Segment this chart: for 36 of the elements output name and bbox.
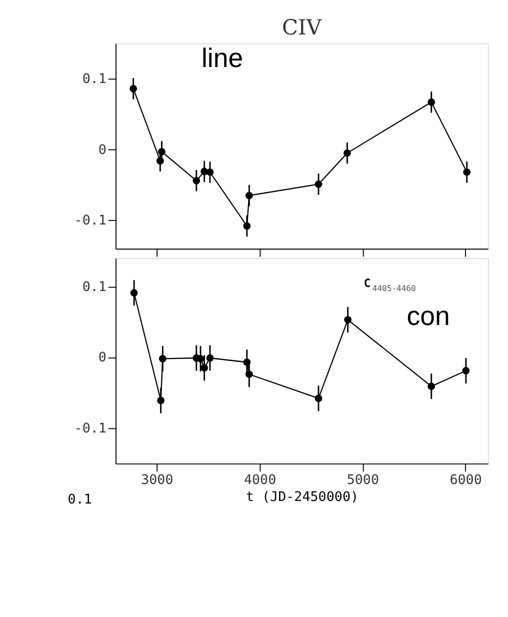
point	[206, 168, 214, 176]
point	[245, 192, 253, 200]
chart-title: CIV	[282, 16, 322, 40]
point	[428, 98, 436, 106]
point	[158, 148, 166, 156]
point	[428, 382, 436, 390]
point	[156, 157, 164, 165]
point	[192, 176, 200, 184]
point	[462, 367, 470, 374]
point	[463, 168, 471, 176]
point	[243, 222, 251, 230]
point	[314, 180, 322, 188]
point	[206, 354, 214, 362]
annotation: con	[406, 301, 450, 332]
point	[243, 358, 251, 366]
point	[130, 84, 138, 92]
x-tick-label: 6000	[450, 473, 482, 488]
y-tick-label: 0.1	[82, 280, 106, 295]
annotation: line	[201, 43, 244, 74]
point	[245, 370, 253, 378]
x-tick-label: 4000	[244, 473, 276, 488]
point	[200, 364, 208, 372]
point	[157, 396, 165, 404]
point	[130, 289, 138, 297]
y-tick-label: -0.1	[74, 214, 106, 229]
x-axis-title: t (JD-2450000)	[246, 490, 359, 506]
y-tick-label: 0	[98, 142, 106, 158]
point	[314, 394, 322, 402]
x-tick-label: 3000	[141, 473, 174, 488]
point	[344, 149, 351, 157]
x-tick-label: 5000	[346, 473, 380, 488]
y-tick-label: 0.1	[82, 72, 106, 88]
point	[158, 355, 166, 362]
point	[344, 316, 352, 324]
y-tick-label: 0	[98, 350, 106, 366]
y-tick-label: -0.1	[74, 421, 106, 436]
